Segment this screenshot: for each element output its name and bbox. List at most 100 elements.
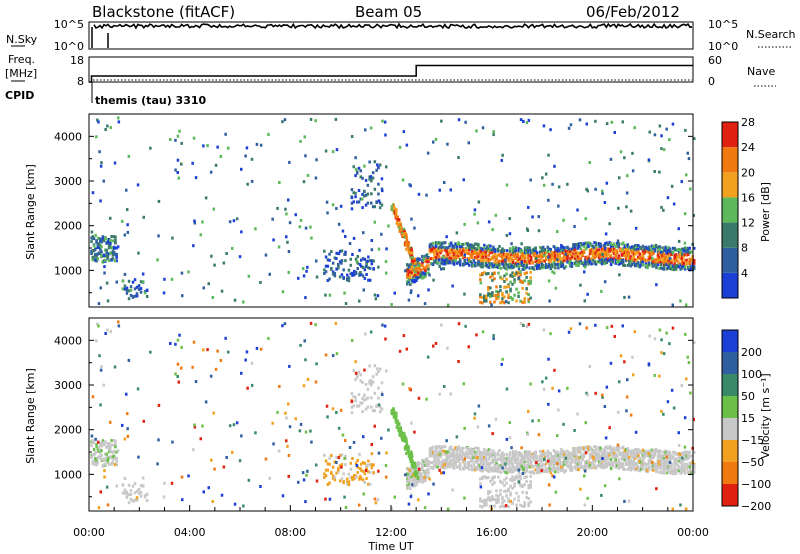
power-cell — [409, 270, 412, 274]
power-cell — [112, 246, 116, 250]
velocity-cell — [437, 462, 441, 466]
power-cell — [472, 264, 475, 267]
power-cell — [537, 259, 540, 263]
velocity-cell — [569, 457, 572, 461]
power-cell — [370, 177, 373, 181]
velocity-cell — [594, 447, 598, 451]
power-cell — [471, 256, 474, 259]
velocity-cell — [501, 497, 504, 501]
power-cell — [479, 273, 482, 277]
velocity-cell — [522, 456, 525, 460]
power-cell — [653, 260, 657, 264]
velocity-cell — [510, 469, 513, 473]
velocity-cell — [587, 449, 590, 452]
velocity-cell — [407, 475, 411, 479]
power-cell — [131, 280, 135, 284]
power-cell — [539, 245, 542, 249]
power-cell — [547, 198, 550, 202]
power-cell — [459, 261, 462, 265]
nave-tick-high: 60 — [708, 54, 722, 67]
power-cell — [360, 258, 363, 262]
power-cell — [457, 156, 460, 159]
power-cell — [620, 242, 623, 246]
power-cell — [558, 263, 562, 267]
velocity-cell — [507, 457, 510, 461]
velocity-cell — [481, 451, 485, 455]
power-cell — [629, 246, 633, 250]
power-cell — [628, 256, 631, 260]
power-cell — [585, 257, 589, 261]
velocity-cell — [693, 470, 696, 474]
power-cell — [406, 268, 409, 272]
power-cell — [377, 182, 380, 186]
velocity-cell — [635, 467, 639, 471]
power-cell — [434, 241, 438, 245]
power-cell — [679, 248, 682, 252]
velocity-cell — [409, 469, 412, 473]
velocity-cell — [685, 457, 688, 461]
velocity-cell — [650, 462, 654, 466]
power-cell — [573, 254, 577, 258]
power-cell — [99, 247, 102, 251]
power-cell — [525, 291, 528, 295]
power-cell — [213, 263, 216, 267]
velocity-cell — [95, 443, 98, 447]
power-cell — [91, 255, 94, 259]
velocity-cell — [600, 451, 604, 455]
power-cell — [474, 261, 477, 265]
power-cell — [603, 251, 607, 255]
power-cell — [498, 259, 501, 263]
velocity-cell — [485, 498, 488, 502]
velocity-cell — [481, 459, 485, 463]
power-cell — [587, 259, 590, 263]
velocity-cell — [434, 445, 438, 449]
power-cell — [445, 259, 448, 263]
power-cell — [471, 261, 474, 265]
power-cell — [570, 265, 574, 268]
power-cell — [683, 267, 687, 271]
velocity-cell — [652, 450, 655, 454]
power-cell — [509, 273, 512, 277]
velocity-cell — [474, 454, 477, 458]
power-cell — [443, 181, 446, 184]
power-cell — [440, 259, 444, 263]
velocity-cell — [430, 465, 433, 469]
velocity-cell — [137, 491, 141, 495]
power-cell — [593, 256, 596, 260]
velocity-cell — [484, 459, 488, 463]
velocity-cell — [474, 446, 477, 450]
power-cell — [143, 291, 147, 295]
velocity-cell — [501, 495, 504, 499]
velocity-cell — [632, 464, 636, 468]
velocity-cell — [555, 460, 559, 464]
velocity-cell — [489, 448, 492, 452]
velocity-cell — [656, 454, 660, 458]
velocity-cell — [409, 477, 412, 481]
power-cell — [370, 201, 373, 205]
velocity-cell — [613, 460, 616, 464]
power-cell — [106, 253, 110, 257]
power-cell — [96, 236, 100, 240]
velocity-cell — [370, 466, 374, 470]
velocity-cell — [442, 462, 445, 466]
velocity-cell — [629, 450, 633, 454]
power-cell — [211, 296, 214, 299]
velocity-cell — [537, 469, 540, 473]
power-colorbar-tick: 12 — [741, 217, 755, 230]
power-cell — [525, 121, 529, 125]
power-cell — [448, 251, 451, 255]
velocity-cell — [655, 470, 658, 474]
power-cell — [462, 249, 465, 253]
power-cell — [617, 254, 620, 258]
power-cell — [593, 253, 596, 257]
velocity-cell — [480, 469, 483, 473]
power-cell — [440, 257, 444, 261]
power-cell — [380, 177, 384, 181]
velocity-cell — [486, 463, 489, 467]
power-cell — [573, 256, 577, 260]
velocity-cell — [407, 482, 411, 486]
velocity-cell — [481, 476, 484, 480]
velocity-cell — [606, 456, 610, 460]
power-cell — [578, 118, 582, 122]
power-cell — [364, 203, 368, 207]
